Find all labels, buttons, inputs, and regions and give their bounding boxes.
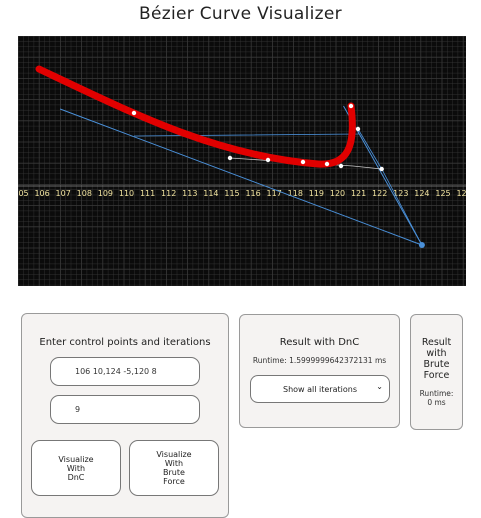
x-tick-label: 107 [56, 189, 71, 198]
x-tick-label: 125 [435, 189, 450, 198]
x-tick-label: 114 [203, 189, 218, 198]
brute-force-result-panel: Result with Brute Force Runtime: 0 ms [410, 314, 463, 430]
x-tick-label: 106 [34, 189, 49, 198]
dnc-result-heading: Result with DnC [279, 337, 360, 348]
brute-force-runtime-text: Runtime: 0 ms [419, 389, 454, 407]
brute-force-result-heading: Result with Brute Force [421, 337, 452, 381]
visualize-brute-force-button[interactable]: Visualize With Brute Force [129, 440, 219, 496]
input-panel: Enter control points and iterations 106 … [21, 313, 229, 518]
x-tick-label: 119 [309, 189, 324, 198]
x-tick-label: 115 [224, 189, 239, 198]
curve-point [338, 163, 344, 169]
control-points-input[interactable]: 106 10,124 -5,120 8 [50, 357, 200, 386]
x-tick-label: 122 [372, 189, 387, 198]
x-tick-label: 117 [267, 189, 282, 198]
control-point [418, 242, 425, 248]
x-tick-label: 112 [161, 189, 176, 198]
x-tick-label: 120 [330, 189, 345, 198]
x-tick-label: 113 [182, 189, 197, 198]
bezier-curve [35, 65, 356, 168]
curve-point [379, 166, 384, 172]
dnc-runtime-text: Runtime: 1.5999999642372131 ms [252, 356, 387, 365]
x-tick-label: 116 [245, 189, 260, 198]
page-title: Bézier Curve Visualizer [139, 4, 342, 24]
iterations-select[interactable]: Show all iterations ⌄ [250, 375, 390, 403]
x-tick-label: 126 [456, 189, 466, 198]
dnc-result-panel: Result with DnC Runtime: 1.5999999642372… [239, 314, 400, 428]
iterations-input[interactable]: 9 [50, 395, 200, 424]
curve-point [348, 103, 354, 109]
curve-point [227, 155, 233, 161]
visualize-dnc-button[interactable]: Visualize With DnC [31, 440, 121, 496]
x-tick-label: 109 [98, 189, 113, 198]
curve-point [265, 157, 271, 163]
curve-point [131, 110, 137, 116]
iterations-select-value: Show all iterations [283, 384, 357, 394]
chevron-down-icon: ⌄ [376, 382, 383, 391]
x-tick-label: 111 [140, 189, 155, 198]
input-panel-heading: Enter control points and iterations [39, 337, 211, 348]
curve-point [324, 161, 330, 167]
x-tick-label: 123 [393, 189, 408, 198]
x-tick-label: 121 [351, 189, 366, 198]
x-tick-label: 118 [288, 189, 303, 198]
curve-point [355, 126, 361, 132]
x-tick-label: 108 [77, 189, 92, 198]
bezier-canvas[interactable]: 105 106 107 108 109 110 111 112 113 114 115 116 117 1… [18, 36, 466, 286]
x-tick-label: 124 [414, 189, 429, 198]
x-tick-label: 110 [119, 189, 134, 198]
curve-point [300, 159, 306, 165]
x-tick-label: 105 [18, 189, 29, 198]
plot-svg: 105 106 107 108 109 110 111 112 113 114 115 116 117 1… [18, 36, 466, 286]
